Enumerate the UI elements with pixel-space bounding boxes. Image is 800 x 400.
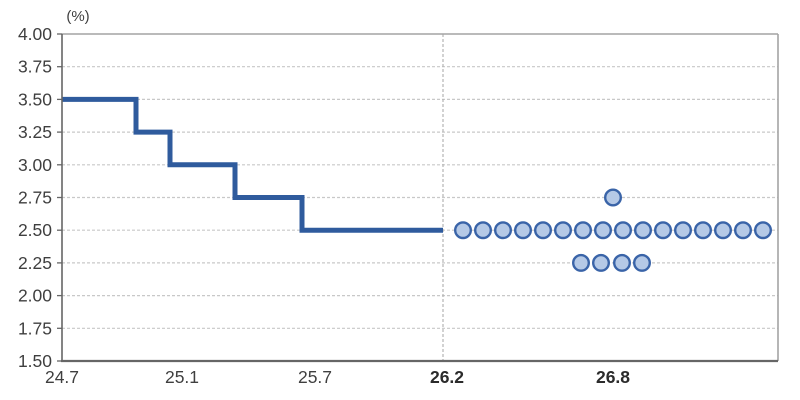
- forecast-dot: [604, 188, 623, 207]
- forecast-dot: [734, 221, 753, 240]
- y-tick-label: 1.75: [18, 318, 52, 338]
- y-tick-label: 2.75: [18, 188, 52, 208]
- forecast-dot: [474, 221, 493, 240]
- forecast-dot: [494, 221, 513, 240]
- x-tick-label: 25.7: [298, 367, 332, 387]
- forecast-dot: [534, 221, 553, 240]
- gridlines-layer: [62, 34, 778, 361]
- forecast-dot: [514, 221, 533, 240]
- axes-frame-layer: [57, 33, 779, 363]
- forecast-dot: [634, 221, 653, 240]
- forecast-dot: [614, 221, 633, 240]
- policy-rate-step-line: [62, 96, 443, 233]
- x-tick-label: 26.8: [596, 367, 630, 387]
- forecast-dot: [574, 221, 593, 240]
- y-tick-label: 2.50: [18, 220, 52, 240]
- forecast-dot: [572, 253, 591, 272]
- y-tick-label: 1.50: [18, 351, 52, 371]
- forecast-dot: [714, 221, 733, 240]
- forecast-dot: [594, 221, 613, 240]
- x-tick-label: 26.2: [430, 367, 464, 387]
- series-layer: [62, 96, 773, 272]
- forecast-dot: [694, 221, 713, 240]
- y-tick-label: 3.00: [18, 155, 52, 175]
- y-tick-label: 4.00: [18, 24, 52, 44]
- forecast-dot: [654, 221, 673, 240]
- forecast-dot: [454, 221, 473, 240]
- x-tick-label: 24.7: [45, 367, 79, 387]
- y-tick-label: 3.75: [18, 57, 52, 77]
- forecast-dot: [613, 253, 632, 272]
- forecast-dot: [592, 253, 611, 272]
- y-tick-label: 3.50: [18, 89, 52, 109]
- forecast-dot: [754, 221, 773, 240]
- forecast-dot: [554, 221, 573, 240]
- y-tick-label: 3.25: [18, 122, 52, 142]
- unit-label: (%): [66, 8, 89, 25]
- axis-labels-layer: 4.00 3.75 3.50 3.25 3.00 2.75 2.50 2.25 2.00 1.75…: [18, 24, 630, 387]
- forecast-dot: [633, 253, 652, 272]
- y-tick-label: 2.00: [18, 286, 52, 306]
- forecast-dot: [674, 221, 693, 240]
- x-tick-label: 25.1: [165, 367, 199, 387]
- y-tick-label: 2.25: [18, 253, 52, 273]
